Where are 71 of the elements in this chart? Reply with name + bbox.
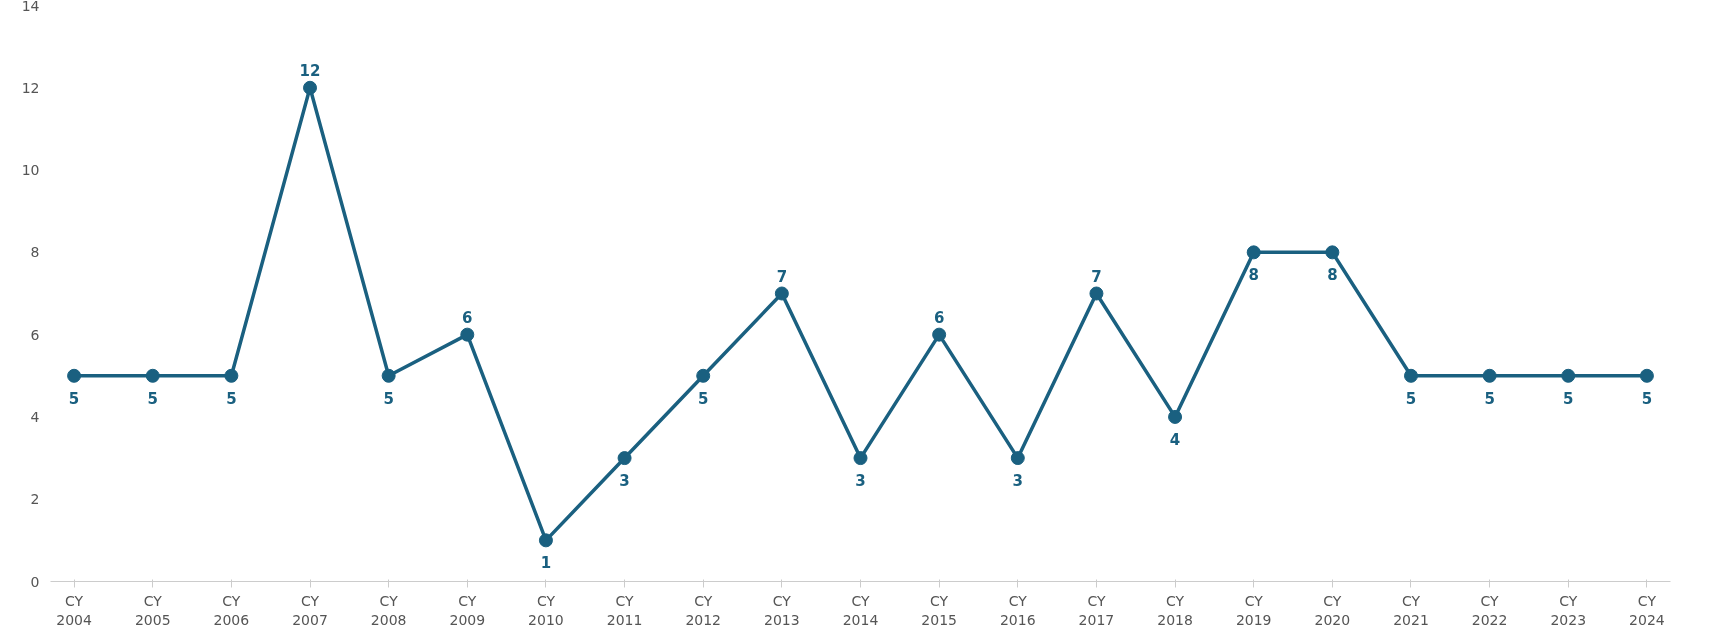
point xyxy=(932,327,947,342)
x-tick-label: CY 2008 xyxy=(370,592,407,628)
point xyxy=(1403,368,1418,383)
point xyxy=(538,533,553,548)
point xyxy=(460,327,475,342)
data-label: 3 xyxy=(619,472,630,491)
x-tick-label: CY 2016 xyxy=(999,592,1036,628)
data-label: 6 xyxy=(462,308,473,327)
x-tick-label: CY 2005 xyxy=(134,592,171,628)
data-label: 5 xyxy=(1405,389,1417,408)
point xyxy=(1482,368,1497,383)
y-tick-label: 10 xyxy=(21,162,40,179)
x-tick-label: CY 2017 xyxy=(1078,592,1115,628)
point xyxy=(1168,409,1183,424)
data-label: 12 xyxy=(299,61,321,80)
y-tick-label: 12 xyxy=(21,79,40,96)
data-label: 3 xyxy=(1012,472,1023,491)
point xyxy=(224,368,239,383)
data-label: 1 xyxy=(540,554,552,573)
data-label: 5 xyxy=(68,389,80,408)
point xyxy=(1325,245,1340,260)
x-tick-label: CY 2020 xyxy=(1314,592,1351,628)
data-label: 5 xyxy=(147,389,158,408)
data-label: 7 xyxy=(1091,267,1102,286)
data-label: 5 xyxy=(698,389,709,408)
data-label: 7 xyxy=(776,267,788,286)
data-label: 5 xyxy=(383,389,394,408)
x-tick-label: CY 2014 xyxy=(842,592,879,628)
y-tick-label: 6 xyxy=(30,326,40,343)
point xyxy=(696,368,711,383)
point xyxy=(1639,368,1654,383)
point xyxy=(303,80,318,95)
x-tick-label: CY 2006 xyxy=(213,592,250,628)
data-label: 5 xyxy=(1641,389,1653,408)
point xyxy=(381,368,396,383)
y-tick-label: 2 xyxy=(30,491,40,508)
data-label: 8 xyxy=(1327,266,1338,285)
y-tick-label: 4 xyxy=(30,408,40,425)
y-tick-label: 0 xyxy=(30,573,40,590)
x-tick-label: CY 2009 xyxy=(449,592,486,628)
point xyxy=(1246,245,1261,260)
x-tick-label: CY 2024 xyxy=(1629,592,1665,628)
x-tick-label: CY 2007 xyxy=(292,592,328,628)
x-tick-label: CY 2023 xyxy=(1550,592,1587,628)
data-label: 5 xyxy=(226,389,237,408)
point xyxy=(145,368,160,383)
y-tick-label: 14 xyxy=(21,0,40,14)
data-label: 4 xyxy=(1169,430,1181,449)
point xyxy=(67,368,82,383)
point xyxy=(1089,286,1104,301)
data-label: 5 xyxy=(1484,389,1495,408)
data-label: 5 xyxy=(1563,389,1574,408)
x-tick-label: CY 2021 xyxy=(1393,592,1429,628)
x-tick-label: CY 2010 xyxy=(528,592,564,628)
point xyxy=(1010,451,1025,466)
x-tick-label: CY 2011 xyxy=(606,592,643,628)
x-tick-label: CY 2018 xyxy=(1157,592,1193,628)
point xyxy=(853,451,868,466)
point xyxy=(1561,368,1576,383)
x-tick-label: CY 2013 xyxy=(764,592,800,628)
y-tick-label: 8 xyxy=(30,244,40,261)
x-tick-label: CY 2015 xyxy=(921,592,957,628)
x-tick-label: CY 2004 xyxy=(56,592,92,628)
x-tick-label: CY 2019 xyxy=(1235,592,1272,628)
x-tick-label: CY 2012 xyxy=(685,592,722,628)
data-label: 6 xyxy=(933,308,945,327)
point xyxy=(774,286,789,301)
data-label: 3 xyxy=(855,472,866,491)
data-label: 8 xyxy=(1248,266,1259,285)
point xyxy=(617,451,632,466)
x-tick-label: CY 2022 xyxy=(1471,592,1508,628)
